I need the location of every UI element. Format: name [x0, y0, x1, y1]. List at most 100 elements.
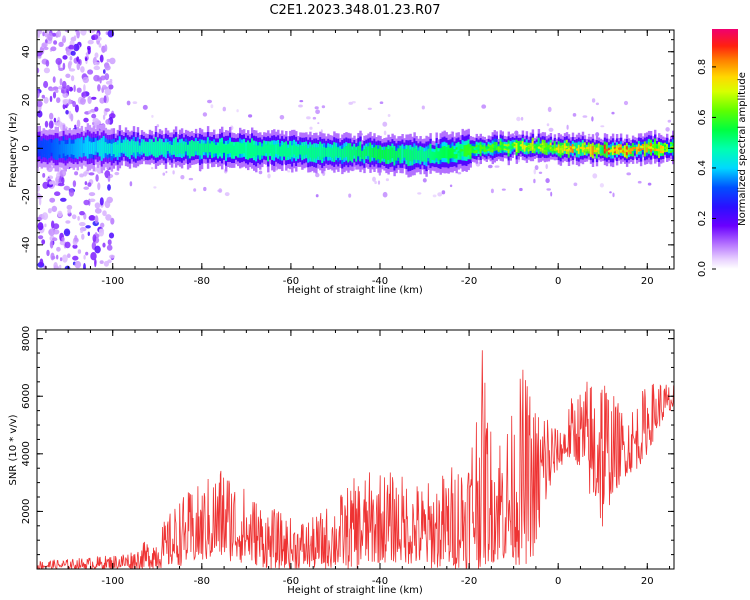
snr-series-line: [37, 350, 674, 569]
ridge-cell: [112, 142, 116, 155]
ridge-cell: [331, 148, 334, 158]
sparse-speck: [595, 102, 600, 106]
noise-speck: [52, 91, 57, 99]
ridge-cell: [445, 146, 448, 159]
y-tick-label: 40: [21, 45, 32, 58]
noise-speck: [64, 241, 71, 249]
colorbar-scale: [712, 29, 738, 269]
sparse-speck: [626, 172, 631, 176]
noise-speck: [42, 181, 49, 189]
noise-speck: [83, 186, 89, 190]
noise-speck: [38, 235, 44, 240]
noise-speck: [56, 30, 62, 38]
ridge-cell: [124, 141, 128, 153]
noise-speck: [53, 40, 58, 45]
noise-speck: [102, 114, 106, 120]
noise-speck: [37, 67, 40, 74]
noise-speck: [68, 60, 73, 66]
ridge-cell: [38, 140, 41, 153]
sparse-speck: [387, 114, 391, 117]
ridge-cell: [48, 143, 51, 154]
ridge-cell: [186, 144, 190, 156]
ridge-cell: [315, 147, 318, 159]
sparse-speck: [306, 116, 311, 120]
noise-speck: [37, 167, 40, 172]
ridge-cell: [361, 150, 364, 159]
noise-speck: [37, 222, 44, 231]
ridge-cell: [355, 149, 358, 159]
ridge-cell: [33, 135, 35, 163]
sparse-speck: [599, 183, 605, 188]
ridge-cell: [202, 143, 206, 153]
ridge-cell: [349, 146, 352, 158]
sparse-speck: [566, 124, 569, 130]
ridge-cell: [178, 143, 182, 154]
noise-speck: [44, 120, 49, 128]
ridge-cell: [158, 141, 162, 152]
ridge-cell: [170, 145, 174, 155]
ridge-cell: [325, 147, 328, 157]
sparse-speck: [432, 194, 437, 198]
ridge-cell: [52, 143, 55, 155]
ridge-cell: [337, 147, 340, 158]
ridge-cell: [383, 149, 386, 159]
sparse-speck: [351, 101, 356, 104]
noise-speck: [58, 41, 64, 48]
sparse-speck: [490, 188, 494, 194]
noise-speck: [61, 38, 66, 43]
noise-speck: [106, 244, 113, 251]
noise-speck: [69, 56, 73, 61]
x-tick-label: -20: [461, 276, 477, 287]
ridge-core: [571, 146, 576, 149]
noise-speck: [67, 208, 71, 214]
sparse-speck: [299, 100, 304, 103]
sparse-speck: [417, 192, 422, 195]
ridge-cell: [373, 147, 376, 159]
noise-speck: [77, 59, 81, 64]
ridge-cell: [150, 142, 154, 152]
ridge-core: [483, 149, 488, 152]
noise-speck: [37, 110, 43, 118]
ridge-cell: [164, 142, 168, 155]
ridge-cell: [676, 138, 678, 160]
ridge-cell: [265, 144, 268, 154]
ridge-cell: [497, 146, 500, 152]
noise-speck: [37, 184, 40, 192]
ridge-cell: [198, 143, 202, 156]
sparse-speck: [210, 104, 214, 109]
noise-speck: [104, 108, 111, 112]
noise-speck: [83, 263, 86, 269]
ridge-cell: [451, 146, 454, 158]
noise-speck: [56, 254, 59, 260]
ridge-cell: [417, 150, 420, 161]
spectrogram-x-ticks: -100 -80 -60 -40 -20 0 20: [45, 30, 671, 287]
x-tick-label: -100: [101, 276, 124, 287]
ridge-cell: [431, 151, 434, 160]
ridge-cell: [429, 147, 432, 160]
sparse-speck: [203, 186, 207, 192]
ridge-cell: [219, 142, 222, 153]
ridge-cell: [409, 149, 412, 162]
ridge-cell: [319, 145, 322, 157]
sparse-speck: [587, 133, 591, 136]
sparse-speck: [126, 100, 131, 106]
noise-speck: [48, 87, 55, 92]
noise-speck: [59, 257, 63, 262]
noise-speck: [94, 202, 101, 209]
ridge-cell: [371, 148, 374, 158]
noise-speck: [99, 260, 104, 264]
noise-speck: [76, 119, 81, 128]
sparse-speck: [520, 116, 524, 121]
ridge-cell: [243, 142, 246, 154]
colorbar-label: Normalized spectral amplitude: [737, 72, 748, 226]
noise-speck: [76, 30, 80, 39]
ridge-cell: [251, 142, 254, 154]
sparse-speck: [519, 187, 523, 192]
ridge-cell: [146, 144, 150, 154]
ridge-cell: [56, 143, 59, 156]
ridge-cell: [285, 145, 288, 157]
spectrogram-heat: [33, 30, 678, 269]
noise-speck: [82, 76, 90, 84]
noise-speck: [38, 197, 42, 206]
